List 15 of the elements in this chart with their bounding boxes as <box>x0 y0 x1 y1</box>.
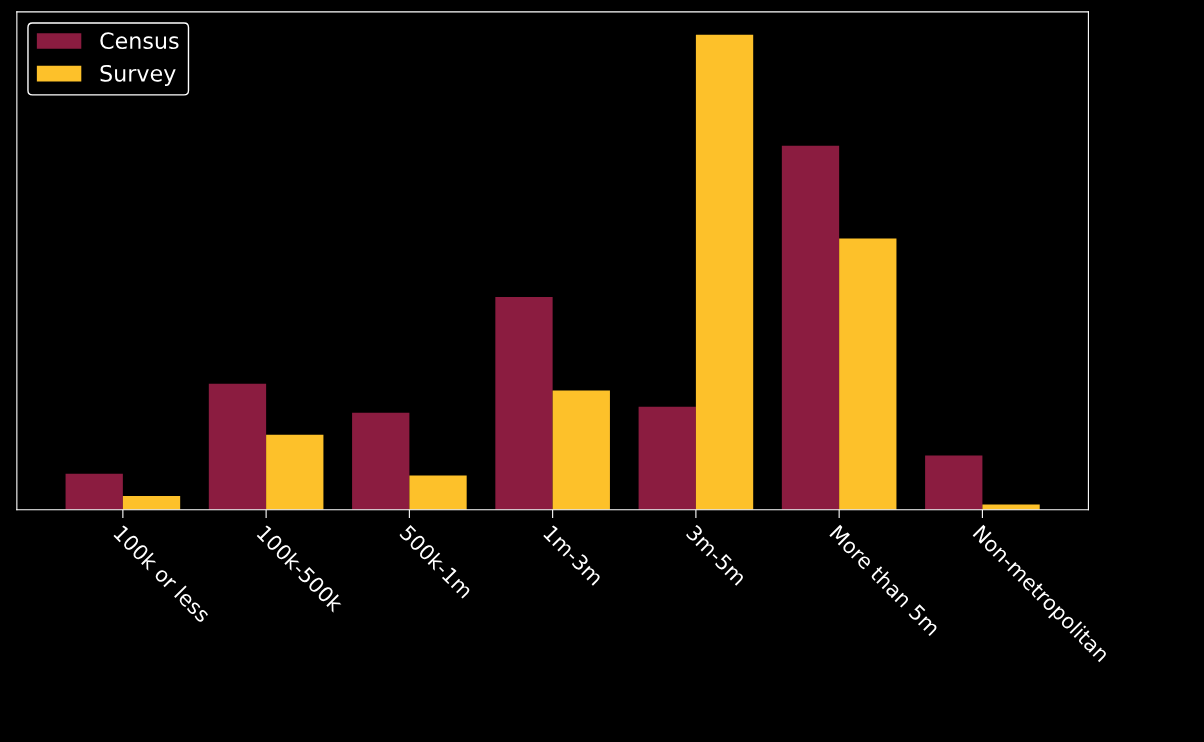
bar <box>208 383 267 510</box>
bar <box>266 434 324 510</box>
bar <box>409 475 467 510</box>
bar <box>352 412 410 510</box>
legend-label: Census <box>100 32 179 50</box>
bar <box>122 495 181 510</box>
bar <box>638 406 696 510</box>
bar <box>695 34 754 510</box>
bar <box>495 296 553 510</box>
bar <box>839 238 897 510</box>
bar <box>925 455 983 510</box>
bar <box>781 145 840 510</box>
bar <box>65 473 123 510</box>
legend-label: Survey <box>100 64 176 86</box>
bar <box>552 390 610 510</box>
